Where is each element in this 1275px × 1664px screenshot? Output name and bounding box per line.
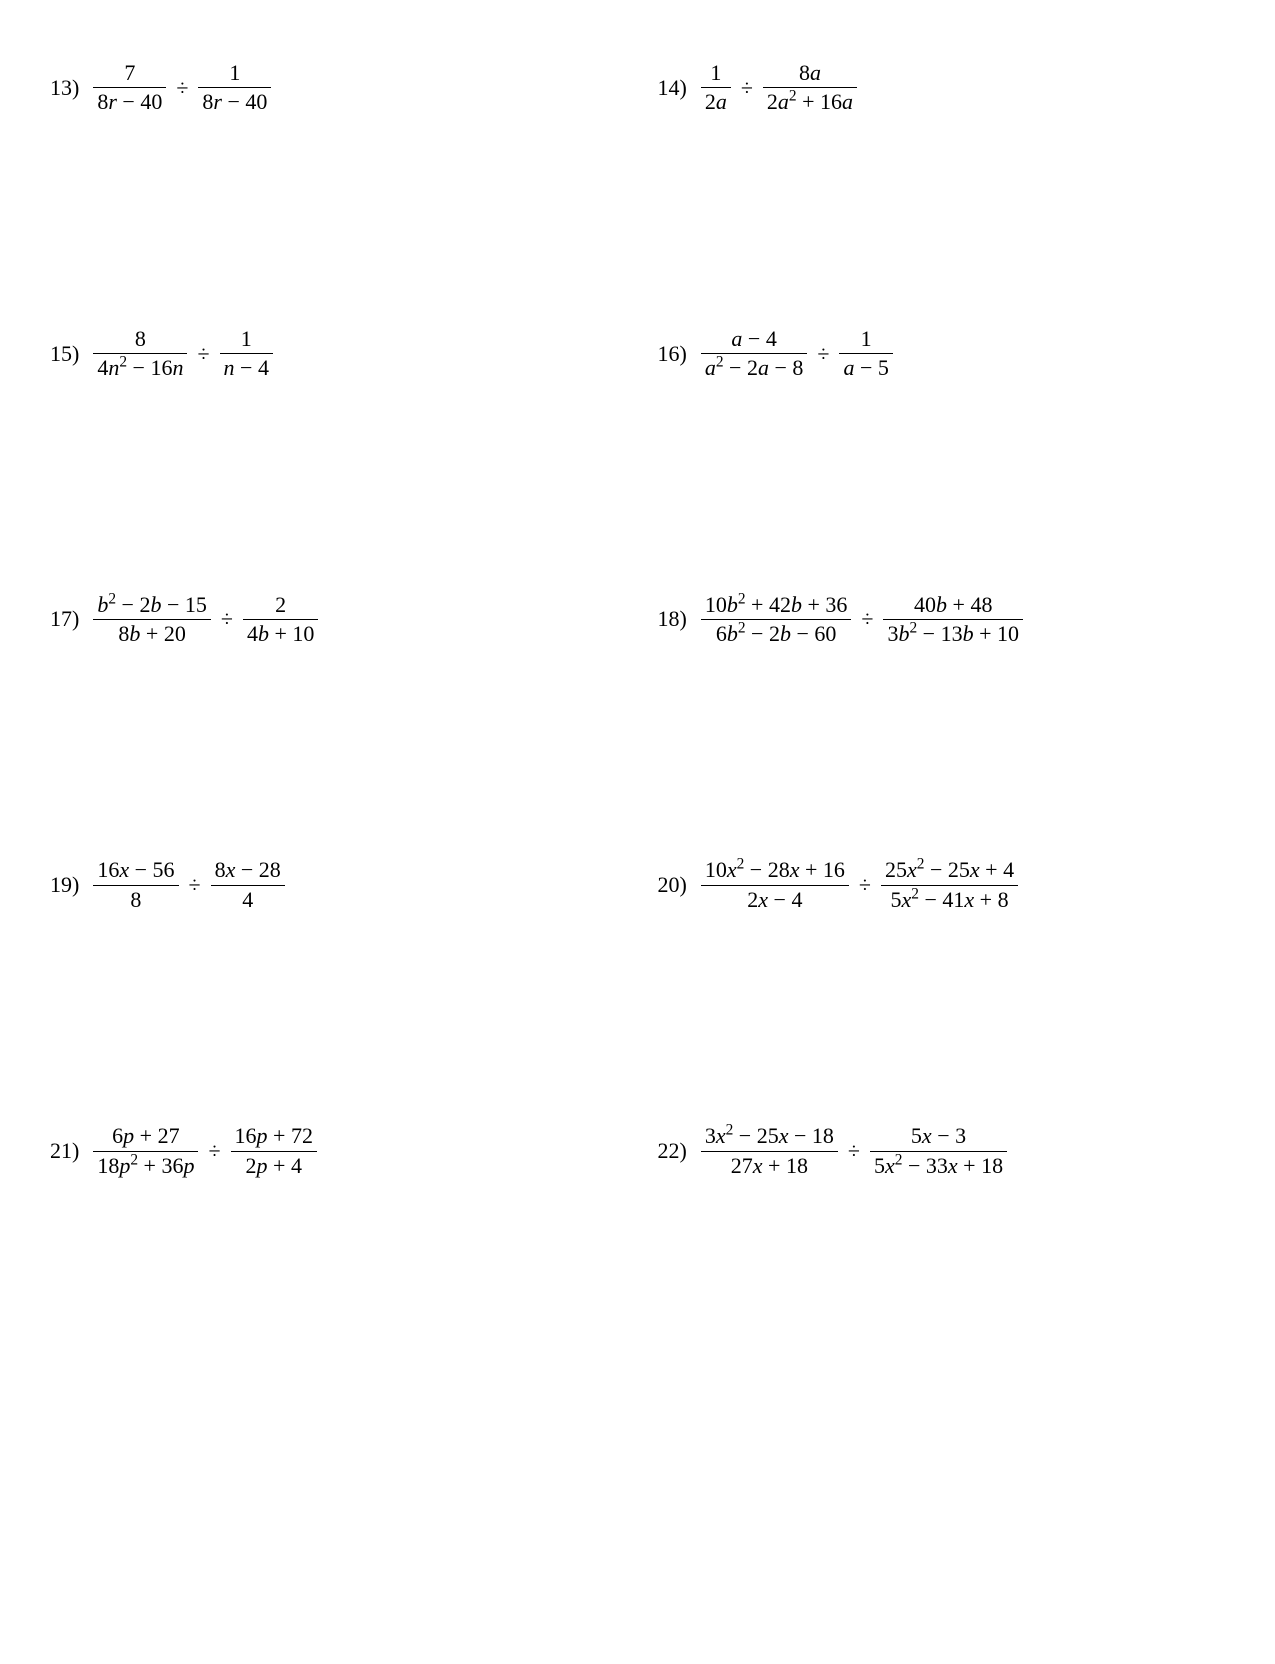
problem-14: 14) 1 2a ÷ 8a 2a2+16a — [658, 60, 1226, 116]
denominator: 4b+10 — [243, 620, 318, 647]
fraction-left: a−4 a2−2a−8 — [701, 326, 808, 382]
numerator: 5x−3 — [870, 1123, 1007, 1151]
worksheet-page: 13) 7 8r−40 ÷ 1 8r−40 14) 1 2a ÷ 8a 2a2+… — [0, 0, 1275, 1179]
numerator: 8x−28 — [211, 857, 285, 885]
numerator: 6p+27 — [93, 1123, 198, 1151]
divide-symbol: ÷ — [191, 341, 215, 367]
problem-number: 20) — [658, 872, 687, 898]
denominator: 2a2+16a — [763, 88, 857, 115]
fraction-left: 8 4n2−16n — [93, 326, 187, 382]
numerator: 2 — [243, 592, 318, 620]
fraction-left: 16x−56 8 — [93, 857, 178, 913]
fraction-right: 1 a−5 — [839, 326, 892, 382]
fraction-right: 1 8r−40 — [198, 60, 271, 116]
fraction-right: 25x2−25x+4 5x2−41x+8 — [881, 857, 1018, 913]
numerator: 1 — [220, 326, 273, 354]
numerator: 1 — [701, 60, 731, 88]
fraction-right: 8a 2a2+16a — [763, 60, 857, 116]
denominator: 8b+20 — [93, 620, 211, 647]
problem-number: 15) — [50, 341, 79, 367]
numerator: 16x−56 — [93, 857, 178, 885]
divide-symbol: ÷ — [811, 341, 835, 367]
divide-symbol: ÷ — [170, 75, 194, 101]
problem-15: 15) 8 4n2−16n ÷ 1 n−4 — [50, 326, 618, 382]
fraction-left: b2−2b−15 8b+20 — [93, 592, 211, 648]
problem-number: 13) — [50, 75, 79, 101]
denominator: 2x−4 — [701, 886, 849, 913]
numerator: 10b2+42b+36 — [701, 592, 852, 620]
numerator: 40b+48 — [883, 592, 1023, 620]
fraction-left: 10x2−28x+16 2x−4 — [701, 857, 849, 913]
denominator: a2−2a−8 — [701, 354, 808, 381]
fraction-left: 7 8r−40 — [93, 60, 166, 116]
problem-18: 18) 10b2+42b+36 6b2−2b−60 ÷ 40b+48 3b2−1… — [658, 592, 1226, 648]
problem-21: 21) 6p+27 18p2+36p ÷ 16p+72 2p+4 — [50, 1123, 618, 1179]
problem-number: 17) — [50, 606, 79, 632]
denominator: 5x2−41x+8 — [881, 886, 1018, 913]
divide-symbol: ÷ — [735, 75, 759, 101]
fraction-right: 40b+48 3b2−13b+10 — [883, 592, 1023, 648]
denominator: 2a — [701, 88, 731, 115]
divide-symbol: ÷ — [855, 606, 879, 632]
denominator: 8r−40 — [93, 88, 166, 115]
numerator: 1 — [839, 326, 892, 354]
denominator: 8r−40 — [198, 88, 271, 115]
denominator: 27x+18 — [701, 1152, 838, 1179]
denominator: a−5 — [839, 354, 892, 381]
denominator: 6b2−2b−60 — [701, 620, 852, 647]
fraction-right: 8x−28 4 — [211, 857, 285, 913]
numerator: b2−2b−15 — [93, 592, 211, 620]
denominator: 8 — [93, 886, 178, 913]
numerator: 16p+72 — [231, 1123, 317, 1151]
fraction-left: 3x2−25x−18 27x+18 — [701, 1123, 838, 1179]
problem-13: 13) 7 8r−40 ÷ 1 8r−40 — [50, 60, 618, 116]
numerator: 8a — [763, 60, 857, 88]
fraction-right: 16p+72 2p+4 — [231, 1123, 317, 1179]
numerator: a−4 — [701, 326, 808, 354]
denominator: 5x2−33x+18 — [870, 1152, 1007, 1179]
fraction-right: 2 4b+10 — [243, 592, 318, 648]
divide-symbol: ÷ — [853, 872, 877, 898]
numerator: 7 — [93, 60, 166, 88]
numerator: 25x2−25x+4 — [881, 857, 1018, 885]
denominator: 18p2+36p — [93, 1152, 198, 1179]
denominator: 4 — [211, 886, 285, 913]
problem-17: 17) b2−2b−15 8b+20 ÷ 2 4b+10 — [50, 592, 618, 648]
denominator: 3b2−13b+10 — [883, 620, 1023, 647]
problem-number: 21) — [50, 1138, 79, 1164]
fraction-left: 10b2+42b+36 6b2−2b−60 — [701, 592, 852, 648]
problem-number: 18) — [658, 606, 687, 632]
problem-22: 22) 3x2−25x−18 27x+18 ÷ 5x−3 5x2−33x+18 — [658, 1123, 1226, 1179]
denominator: n−4 — [220, 354, 273, 381]
problem-20: 20) 10x2−28x+16 2x−4 ÷ 25x2−25x+4 5x2−41… — [658, 857, 1226, 913]
divide-symbol: ÷ — [842, 1138, 866, 1164]
problem-19: 19) 16x−56 8 ÷ 8x−28 4 — [50, 857, 618, 913]
fraction-right: 1 n−4 — [220, 326, 273, 382]
divide-symbol: ÷ — [183, 872, 207, 898]
divide-symbol: ÷ — [215, 606, 239, 632]
problem-number: 14) — [658, 75, 687, 101]
denominator: 2p+4 — [231, 1152, 317, 1179]
problem-number: 22) — [658, 1138, 687, 1164]
fraction-right: 5x−3 5x2−33x+18 — [870, 1123, 1007, 1179]
numerator: 8 — [93, 326, 187, 354]
denominator: 4n2−16n — [93, 354, 187, 381]
problem-number: 19) — [50, 872, 79, 898]
fraction-left: 6p+27 18p2+36p — [93, 1123, 198, 1179]
problem-16: 16) a−4 a2−2a−8 ÷ 1 a−5 — [658, 326, 1226, 382]
numerator: 10x2−28x+16 — [701, 857, 849, 885]
divide-symbol: ÷ — [202, 1138, 226, 1164]
problem-number: 16) — [658, 341, 687, 367]
numerator: 3x2−25x−18 — [701, 1123, 838, 1151]
fraction-left: 1 2a — [701, 60, 731, 116]
numerator: 1 — [198, 60, 271, 88]
